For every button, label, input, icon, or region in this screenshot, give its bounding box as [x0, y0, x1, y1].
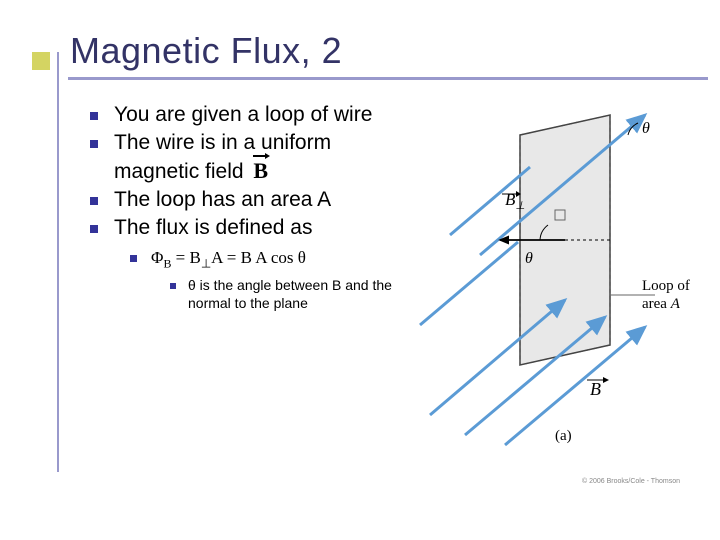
bullet-item: The flux is defined as	[90, 215, 410, 241]
accent-square	[32, 52, 50, 70]
svg-text:B: B	[590, 379, 601, 399]
copyright-text: © 2006 Brooks/Cole - Thomson	[582, 478, 680, 485]
sub-bullet-item: ΦB = B⊥A = B A cos θ	[130, 247, 410, 271]
sub-sub-bullet-icon	[170, 283, 176, 289]
slide-title: Magnetic Flux, 2	[70, 30, 720, 72]
bullet-item: You are given a loop of wire	[90, 102, 410, 128]
vertical-divider	[57, 52, 59, 472]
bullet-icon	[90, 140, 98, 148]
diagram-sublabel: (a)	[555, 428, 572, 444]
loop-label-2: area A	[642, 296, 681, 312]
flux-formula: ΦB = B⊥A = B A cos θ	[151, 247, 306, 271]
angle-note: θ is the angle between B and the normal …	[188, 276, 400, 312]
bullet-icon	[90, 112, 98, 120]
bullet-icon	[90, 197, 98, 205]
loop-label-1: Loop of	[642, 278, 690, 294]
content-area: You are given a loop of wire The wire is…	[90, 102, 410, 312]
title-underline	[68, 77, 708, 80]
theta-top: θ	[642, 120, 650, 137]
bullet-text: You are given a loop of wire	[114, 102, 410, 128]
bullet-item: The wire is in a uniform magnetic field …	[90, 130, 410, 185]
theta-mid: θ	[525, 250, 533, 267]
bullet-text: The flux is defined as	[114, 215, 410, 241]
bullet-icon	[90, 225, 98, 233]
bullet-text: The wire is in a uniform magnetic field …	[114, 130, 410, 185]
b-vector-symbol: B	[253, 157, 268, 185]
bullet-item: The loop has an area A	[90, 187, 410, 213]
flux-diagram: B⊥ θ θ B Loop of area A (a)	[410, 105, 710, 465]
bullet-text: The loop has an area A	[114, 187, 410, 213]
sub-bullet-icon	[130, 255, 137, 262]
sub-sub-bullet-item: θ is the angle between B and the normal …	[170, 276, 400, 312]
